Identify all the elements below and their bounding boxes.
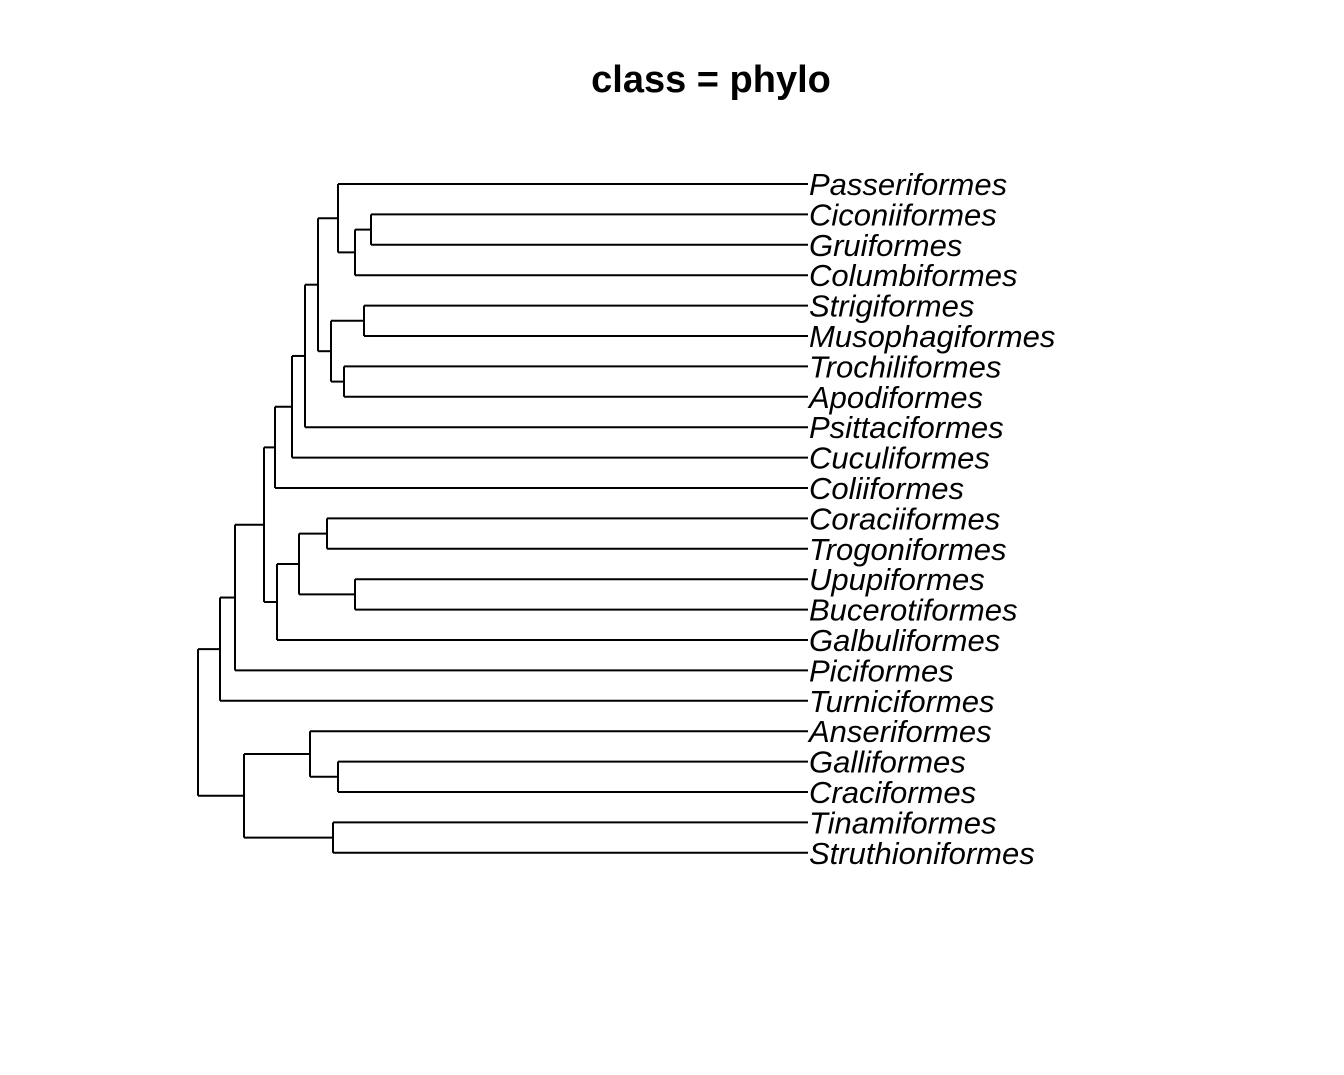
tip-label: Upupiformes <box>809 562 985 597</box>
tip-label: Columbiformes <box>809 258 1017 293</box>
tip-label: Galliformes <box>809 745 966 780</box>
tip-label: Psittaciformes <box>809 410 1004 445</box>
tip-label: Galbuliformes <box>809 623 1000 658</box>
tip-label: Struthioniformes <box>809 836 1035 871</box>
tip-label: Gruiformes <box>809 228 962 263</box>
tip-label: Ciconiiformes <box>809 197 997 232</box>
tip-label: Apodiformes <box>807 380 983 415</box>
tip-label: Coraciiformes <box>809 501 1000 536</box>
tip-label: Bucerotiformes <box>809 593 1017 628</box>
tip-label: Strigiformes <box>809 289 974 324</box>
tip-label: Passeriformes <box>809 167 1007 202</box>
plot-title: class = phylo <box>591 59 831 101</box>
tip-label: Anseriformes <box>807 714 992 749</box>
tip-label: Cuculiformes <box>809 441 990 476</box>
tip-label: Tinamiformes <box>809 805 996 840</box>
tip-label: Trogoniformes <box>809 532 1007 567</box>
tip-label: Trochiliformes <box>809 349 1001 384</box>
tip-labels: PasseriformesCiconiiformesGruiformesColu… <box>807 167 1055 871</box>
tip-label: Craciformes <box>809 775 976 810</box>
tip-label: Musophagiformes <box>809 319 1055 354</box>
tree-edges <box>197 183 808 854</box>
tip-label: Turniciformes <box>809 684 994 719</box>
tip-label: Piciformes <box>809 653 954 688</box>
tip-label: Coliiformes <box>809 471 964 506</box>
